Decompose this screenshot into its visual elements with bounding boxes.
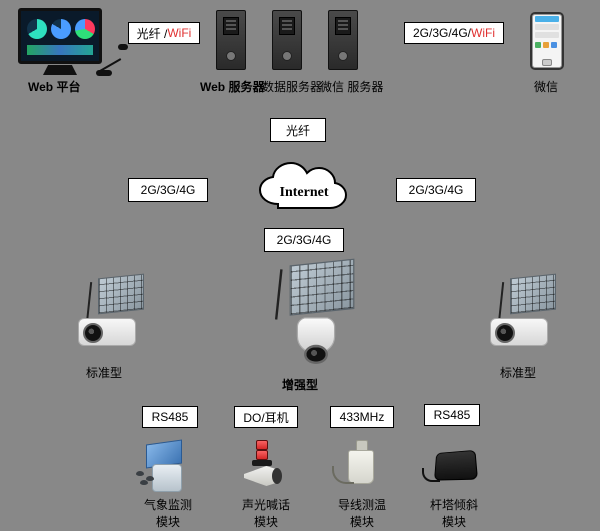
fiber-wifi-box: 光纤 / WiFi [128,22,200,44]
fiber-text: 光纤 [286,122,310,139]
mobile-network-wifi: WiFi [471,26,495,40]
net-right-box: 2G/3G/4G [396,178,476,202]
cloud-text: Internet [280,185,329,200]
camera-standard-right-label: 标准型 [500,364,536,381]
alarm-module-label: 声光喊话 模块 [236,496,296,530]
rs485-right-text: RS485 [434,408,471,422]
camera-standard-left-icon [74,276,146,356]
camera-standard-left-label: 标准型 [86,364,122,381]
mhz433-box: 433MHz [330,406,394,428]
web-platform-monitor [18,8,102,64]
data-server-icon [272,10,302,70]
web-platform-label: Web 平台 [28,78,80,95]
camera-standard-right-icon [486,276,558,356]
fiber-box: 光纤 [270,118,326,142]
mobile-network-prefix: 2G/3G/4G/ [413,26,471,40]
wechat-server-label: 微信 服务器 [320,78,383,95]
web-server-label: Web 服务器 [200,78,264,95]
net-center-text: 2G/3G/4G [277,233,332,247]
web-server-icon [216,10,246,70]
camera-enhanced-label: 增强型 [282,376,318,393]
tilt-module-icon [428,446,482,486]
do-ear-box: DO/耳机 [234,406,298,428]
alarm-module-icon [236,444,290,484]
weather-module-label: 气象监测 模块 [138,496,198,530]
mhz433-text: 433MHz [340,410,385,424]
mobile-network-box: 2G/3G/4G/ WiFi [404,22,504,44]
net-left-box: 2G/3G/4G [128,178,208,202]
fiber-wifi-wifi: WiFi [167,26,191,40]
rs485-right-box: RS485 [424,404,480,426]
weather-module-icon [138,450,192,490]
camera-enhanced-icon [261,262,347,358]
temp-module-icon [336,448,390,488]
fiber-wifi-prefix: 光纤 / [137,25,168,42]
microphone-icon [96,48,124,76]
wechat-label: 微信 [534,78,558,95]
internet-cloud-icon: Internet [254,160,354,220]
rs485-left-box: RS485 [142,406,198,428]
data-server-label: 数据服务器 [262,78,322,95]
do-ear-text: DO/耳机 [243,409,288,426]
phone-icon [530,12,564,70]
temp-module-label: 导线测温 模块 [332,496,392,530]
tilt-module-label: 杆塔倾斜 模块 [424,496,484,530]
net-center-box: 2G/3G/4G [264,228,344,252]
net-left-text: 2G/3G/4G [141,183,196,197]
wechat-server-icon [328,10,358,70]
net-right-text: 2G/3G/4G [409,183,464,197]
rs485-left-text: RS485 [152,410,189,424]
